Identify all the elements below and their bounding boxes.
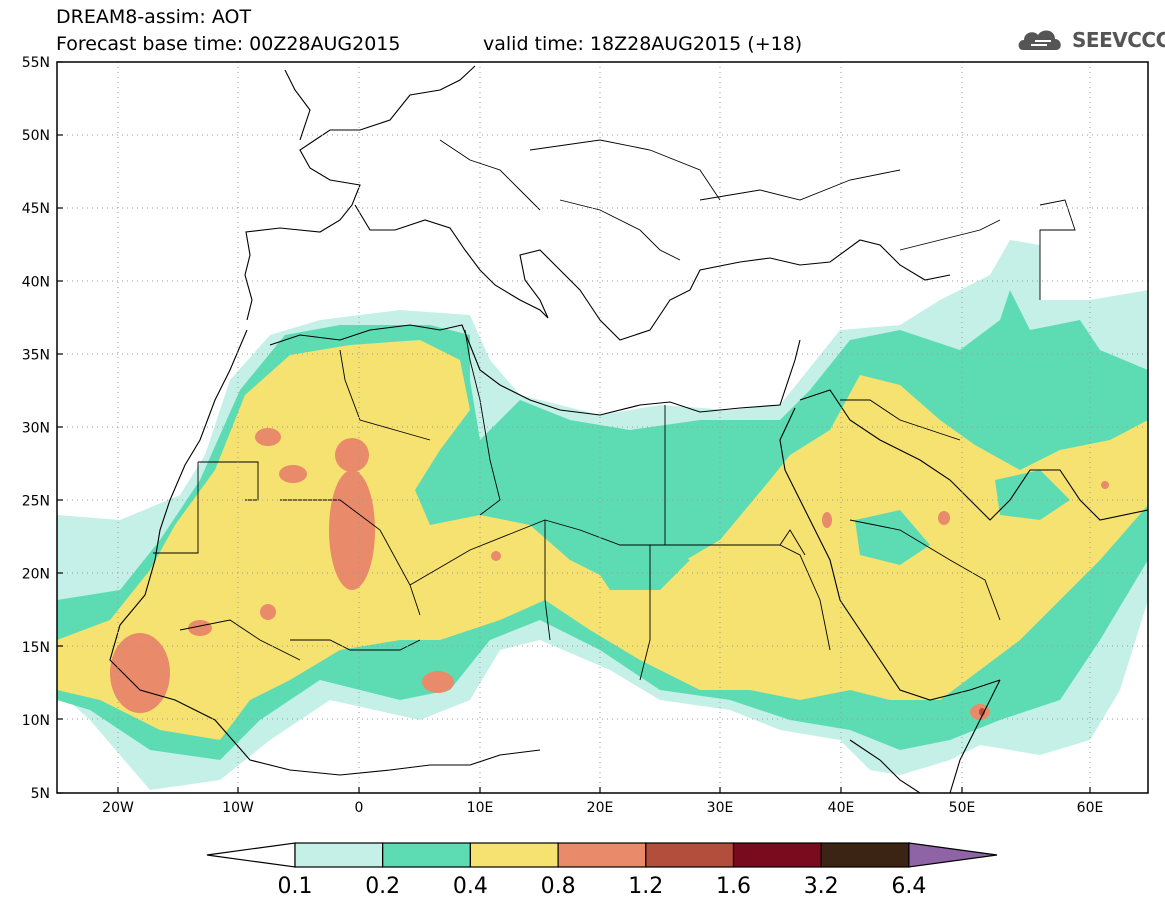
lat-label: 15N (22, 640, 50, 656)
longitude-labels: 20W 10W 0 10E 20E 30E 40E 50E 60E (102, 800, 1103, 816)
country-borders (153, 139, 1076, 681)
lon-label: 60E (1077, 800, 1104, 816)
lat-label: 25N (22, 494, 50, 510)
colorbar-label: 0.2 (365, 874, 400, 899)
colorbar-segment (382, 842, 472, 868)
lat-label: 5N (31, 786, 50, 802)
colorbar-segment (557, 842, 647, 868)
map-title: DREAM8-assim: AOT (56, 6, 252, 28)
lon-label: 20W (102, 800, 134, 816)
lat-label: 35N (22, 347, 50, 363)
colorbar-segment (645, 842, 735, 868)
tick-marks (57, 61, 1091, 794)
lat-label: 20N (22, 567, 50, 583)
colorbar-label: 0.4 (453, 874, 488, 899)
colorbar-label: 1.6 (716, 874, 751, 899)
colorbar-label: 3.2 (804, 874, 839, 899)
cloud-icon (1018, 30, 1061, 50)
lon-label: 10W (222, 800, 254, 816)
coastlines (109, 65, 1148, 793)
lat-label: 45N (22, 201, 50, 217)
lat-label: 40N (22, 274, 50, 290)
lon-label: 30E (707, 800, 734, 816)
colorbar-segment (732, 842, 822, 868)
lat-label: 10N (22, 713, 50, 729)
logo-text: SEEVCCC (1072, 28, 1165, 52)
colorbar-label: 6.4 (891, 874, 926, 899)
lon-label: 40E (828, 800, 855, 816)
colorbar-label: 0.8 (541, 874, 576, 899)
colorbar-under-arrow (206, 842, 296, 868)
lon-label: 0 (355, 800, 364, 816)
forecast-base-time: Forecast base time: 00Z28AUG2015 (56, 33, 401, 55)
latitude-labels: 55N 50N 45N 40N 35N 30N 25N 20N 15N 10N 5N (22, 55, 50, 802)
lat-label: 50N (22, 128, 50, 144)
lon-label: 50E (949, 800, 976, 816)
colorbar: 0.1 0.2 0.4 0.8 1.2 1.6 3.2 6.4 (206, 842, 998, 899)
colorbar-label: 1.2 (628, 874, 663, 899)
lat-label: 30N (22, 421, 50, 437)
lon-label: 10E (467, 800, 494, 816)
colorbar-segment (820, 842, 910, 868)
lon-label: 20E (587, 800, 614, 816)
colorbar-segment (469, 842, 559, 868)
lat-label: 55N (22, 55, 50, 71)
gridlines (57, 62, 1148, 793)
colorbar-segment (294, 842, 384, 868)
valid-time: valid time: 18Z28AUG2015 (+18) (483, 33, 803, 55)
colorbar-over-arrow (908, 842, 998, 868)
colorbar-label: 0.1 (278, 874, 313, 899)
